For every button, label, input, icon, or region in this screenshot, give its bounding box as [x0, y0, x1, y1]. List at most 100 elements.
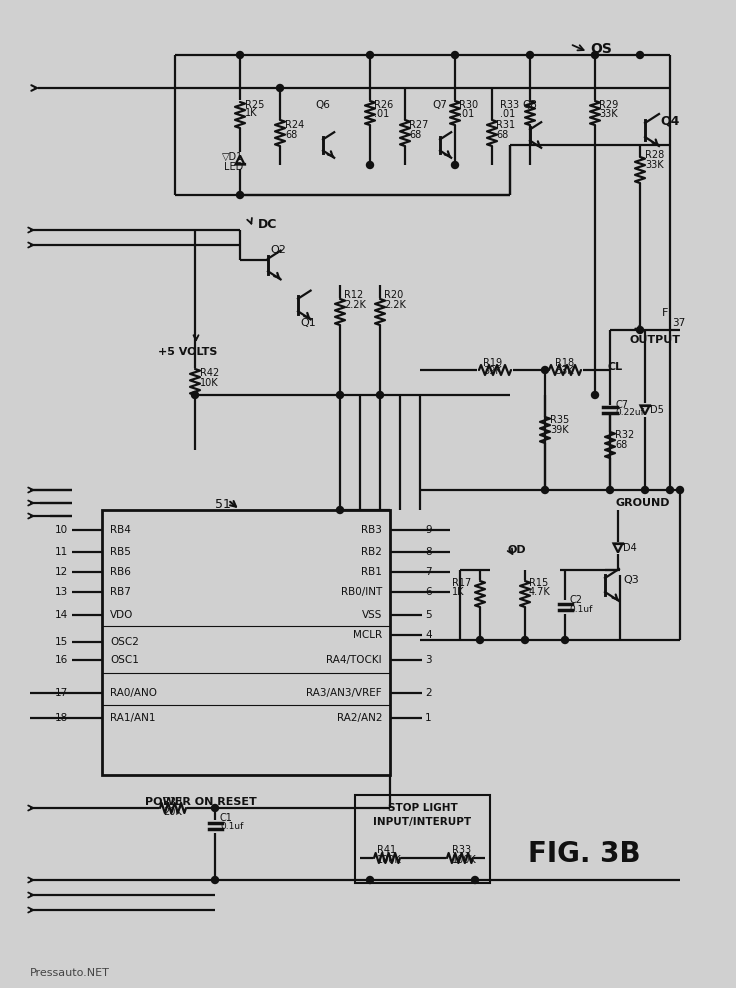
- Text: C7: C7: [615, 400, 628, 410]
- Text: ▽D1: ▽D1: [222, 152, 244, 162]
- Text: 16: 16: [54, 655, 68, 665]
- Text: 18: 18: [54, 713, 68, 723]
- Text: 39K: 39K: [483, 366, 502, 376]
- Text: .01: .01: [459, 109, 474, 119]
- Circle shape: [526, 51, 534, 58]
- Text: DC: DC: [258, 218, 277, 231]
- Text: 37: 37: [672, 318, 685, 328]
- Text: R18: R18: [555, 358, 574, 368]
- Text: +5 VOLTS: +5 VOLTS: [158, 347, 217, 357]
- Circle shape: [472, 876, 478, 883]
- Text: 3: 3: [425, 655, 431, 665]
- Text: 1: 1: [425, 713, 431, 723]
- Text: 1K: 1K: [245, 108, 258, 118]
- Text: MCLR: MCLR: [353, 630, 382, 640]
- Text: 51: 51: [215, 498, 231, 511]
- Text: R41: R41: [377, 845, 396, 855]
- Text: RB4: RB4: [110, 525, 131, 535]
- Circle shape: [336, 391, 344, 398]
- Circle shape: [336, 507, 344, 514]
- Text: 39K: 39K: [550, 425, 569, 435]
- Text: VSS: VSS: [361, 610, 382, 620]
- Circle shape: [592, 51, 598, 58]
- Text: RB2: RB2: [361, 547, 382, 557]
- Circle shape: [676, 486, 684, 493]
- Text: 12: 12: [54, 567, 68, 577]
- Text: 2.2K: 2.2K: [344, 300, 366, 310]
- Bar: [355, 795, 490, 883]
- Text: Q1: Q1: [300, 318, 316, 328]
- Text: OSC1: OSC1: [110, 655, 139, 665]
- Text: 68: 68: [409, 130, 421, 140]
- Text: VDO: VDO: [110, 610, 133, 620]
- Text: 0.1uf: 0.1uf: [569, 605, 592, 614]
- Text: Q6: Q6: [315, 100, 330, 110]
- Text: 10K: 10K: [200, 378, 219, 388]
- Text: 33K: 33K: [555, 366, 573, 376]
- Circle shape: [592, 391, 598, 398]
- Text: Q2: Q2: [270, 245, 286, 255]
- Text: 20K: 20K: [163, 807, 182, 817]
- Circle shape: [522, 636, 528, 643]
- Text: 15: 15: [54, 637, 68, 647]
- Text: Q3: Q3: [623, 575, 639, 585]
- Circle shape: [562, 636, 568, 643]
- Text: 33K: 33K: [599, 109, 618, 119]
- Text: 33K: 33K: [645, 160, 664, 170]
- Text: R25: R25: [245, 100, 264, 110]
- Text: F: F: [662, 308, 668, 318]
- Text: R27: R27: [409, 120, 428, 130]
- Text: 6: 6: [425, 587, 431, 597]
- Text: R23: R23: [163, 797, 183, 807]
- Text: FIG. 3B: FIG. 3B: [528, 840, 640, 868]
- Circle shape: [236, 51, 244, 58]
- Text: R15: R15: [529, 578, 548, 588]
- Bar: [102, 510, 390, 775]
- Text: RA0/ANO: RA0/ANO: [110, 688, 157, 698]
- Text: LED: LED: [224, 162, 244, 172]
- Text: Pressauto.NET: Pressauto.NET: [30, 968, 110, 978]
- Text: D5: D5: [650, 405, 664, 415]
- Text: RB0/INT: RB0/INT: [341, 587, 382, 597]
- Text: RB5: RB5: [110, 547, 131, 557]
- Text: D4: D4: [623, 543, 637, 553]
- Circle shape: [367, 876, 373, 883]
- Text: CL: CL: [608, 362, 623, 372]
- Text: 0.22uf: 0.22uf: [615, 408, 644, 417]
- Text: 11: 11: [54, 547, 68, 557]
- Text: R30: R30: [459, 100, 478, 110]
- Circle shape: [367, 51, 373, 58]
- Text: 9: 9: [425, 525, 431, 535]
- Text: 2: 2: [425, 688, 431, 698]
- Text: R29: R29: [599, 100, 618, 110]
- Text: RA3/AN3/VREF: RA3/AN3/VREF: [306, 688, 382, 698]
- Text: R20: R20: [384, 290, 403, 300]
- Circle shape: [211, 876, 219, 883]
- Circle shape: [637, 326, 643, 334]
- Text: INPUT/INTERUPT: INPUT/INTERUPT: [373, 817, 472, 827]
- Text: RB1: RB1: [361, 567, 382, 577]
- Text: R35: R35: [550, 415, 569, 425]
- Text: Q4: Q4: [660, 115, 679, 128]
- Text: 8: 8: [425, 547, 431, 557]
- Circle shape: [451, 161, 459, 169]
- Text: R33: R33: [452, 845, 471, 855]
- Text: 14: 14: [54, 610, 68, 620]
- Circle shape: [191, 391, 199, 398]
- Text: 100K: 100K: [377, 855, 402, 865]
- Circle shape: [637, 51, 643, 58]
- Circle shape: [542, 486, 548, 493]
- Text: Q8: Q8: [522, 100, 537, 110]
- Circle shape: [451, 51, 459, 58]
- Text: .01: .01: [500, 109, 515, 119]
- Text: .01: .01: [374, 109, 389, 119]
- Text: OSC2: OSC2: [110, 637, 139, 647]
- Text: R42: R42: [200, 368, 219, 378]
- Text: RB7: RB7: [110, 587, 131, 597]
- Text: R31: R31: [496, 120, 515, 130]
- Text: R28: R28: [645, 150, 665, 160]
- Text: 10: 10: [55, 525, 68, 535]
- Circle shape: [606, 486, 614, 493]
- Text: 68: 68: [615, 440, 627, 450]
- Circle shape: [277, 85, 283, 92]
